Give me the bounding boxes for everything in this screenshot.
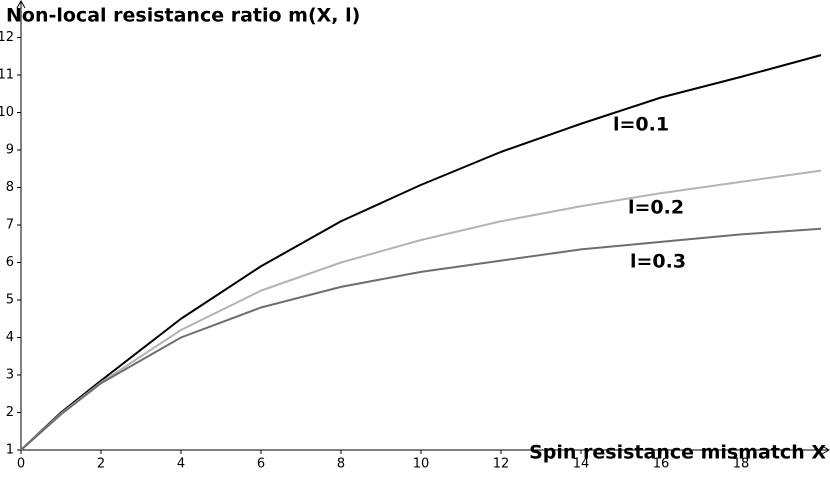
x-tick-label: 4: [177, 457, 185, 472]
x-tick-label: 0: [17, 457, 25, 472]
y-tick-label: 8: [6, 180, 14, 195]
x-tick-label: 10: [413, 457, 430, 472]
y-axis-title: Non-local resistance ratio m(X, l): [6, 5, 360, 27]
series-line: [20, 169, 822, 451]
x-tick-label: 12: [493, 457, 510, 472]
y-tick-label: 1: [6, 443, 14, 458]
series-line: [20, 54, 822, 451]
x-tick-label: 6: [257, 457, 265, 472]
y-tick-label: 3: [6, 368, 14, 383]
y-axis-arrow: [16, 0, 26, 9]
series-label: l=0.3: [630, 251, 686, 273]
y-tick-label: 7: [6, 218, 14, 233]
y-tick-label: 6: [6, 255, 14, 270]
x-axis-title: Spin resistance mismatch X: [529, 442, 826, 464]
y-tick-label: 5: [6, 293, 14, 308]
y-tick-label: 11: [0, 68, 14, 83]
y-tick-label: 4: [6, 330, 14, 345]
y-tick-label: 12: [0, 30, 14, 45]
x-axis-arrow: [821, 445, 830, 455]
x-tick-label: 8: [337, 457, 345, 472]
x-tick-label: 16: [653, 457, 670, 472]
y-tick-label: 10: [0, 105, 14, 120]
y-tick-label: 2: [6, 405, 14, 420]
series-label: l=0.1: [613, 114, 669, 136]
series-line: [20, 227, 822, 451]
y-tick-label: 9: [6, 143, 14, 158]
x-tick-label: 14: [573, 457, 590, 472]
x-tick-label: 2: [97, 457, 105, 472]
series-label: l=0.2: [628, 197, 684, 219]
x-tick-label: 18: [733, 457, 750, 472]
